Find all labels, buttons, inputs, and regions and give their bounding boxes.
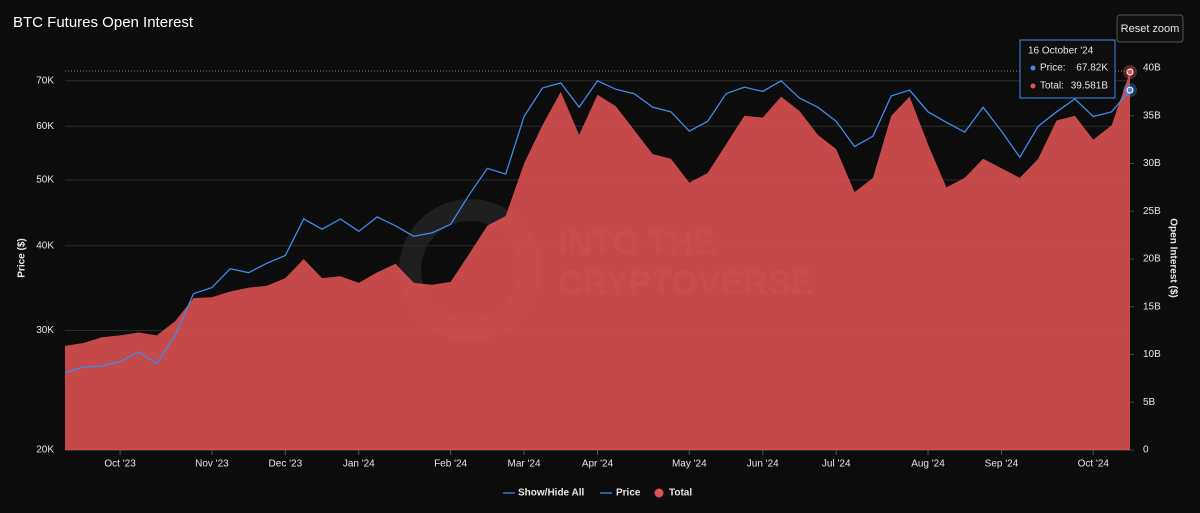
y2-tick-label: 20B xyxy=(1143,254,1161,265)
y-tick-label: 70K xyxy=(36,75,54,86)
y2-tick-label: 35B xyxy=(1143,110,1161,121)
y2-tick-label: 40B xyxy=(1143,63,1161,74)
tooltip-value: 67.82K xyxy=(1076,63,1108,74)
tooltip-dot xyxy=(1030,65,1036,71)
y-tick-label: 20K xyxy=(36,445,54,456)
hover-marker xyxy=(1126,86,1134,94)
legend-item[interactable]: Total xyxy=(669,488,692,499)
x-tick-label: Sep '24 xyxy=(985,459,1019,470)
tooltip-value: 39.581B xyxy=(1071,81,1109,92)
y2-tick-label: 15B xyxy=(1143,301,1161,312)
x-tick-label: Jul '24 xyxy=(822,459,851,470)
y2-axis-title: Open Interest ($) xyxy=(1167,218,1178,297)
y-tick-label: 40K xyxy=(36,240,54,251)
legend-symbol xyxy=(654,488,664,498)
legend-item[interactable]: Price xyxy=(616,488,641,499)
reset-button-box[interactable] xyxy=(1116,14,1184,43)
x-tick-label: Jun '24 xyxy=(747,459,779,470)
reset-button-label[interactable]: Reset zoom xyxy=(1121,23,1180,35)
chart-title: BTC Futures Open Interest xyxy=(13,14,194,31)
x-tick-label: Nov '23 xyxy=(195,459,229,470)
y2-tick-label: 30B xyxy=(1143,158,1161,169)
x-tick-label: Aug '24 xyxy=(911,459,945,470)
tooltip-label: Total: xyxy=(1040,81,1064,92)
area xyxy=(65,72,1130,450)
y2-tick-label: 25B xyxy=(1143,206,1161,217)
x-tick-label: Mar '24 xyxy=(508,459,541,470)
x-tick-label: Feb '24 xyxy=(434,459,467,470)
y-tick-label: 30K xyxy=(36,325,54,336)
tooltip-label: Price: xyxy=(1040,63,1066,74)
y-axis-title: Price ($) xyxy=(17,238,28,277)
tooltip-box xyxy=(1019,39,1116,99)
line xyxy=(64,79,1131,374)
x-tick-label: Dec '23 xyxy=(269,459,303,470)
hover-marker xyxy=(1126,68,1134,76)
x-tick-label: May '24 xyxy=(672,459,707,470)
x-tick-label: Jan '24 xyxy=(343,459,375,470)
y2-tick-label: 10B xyxy=(1143,349,1161,360)
x-tick-label: Oct '23 xyxy=(104,459,136,470)
legend[interactable]: Show/Hide All Price Total xyxy=(503,488,692,499)
tooltip-dot xyxy=(1030,83,1036,89)
y-tick-label: 60K xyxy=(36,121,54,132)
y2-tick-label: 5B xyxy=(1143,397,1156,408)
tooltip-title: 16 October '24 xyxy=(1028,46,1094,57)
x-tick-label: Apr '24 xyxy=(582,459,614,470)
y-tick-label: 50K xyxy=(36,175,54,186)
x-tick-label: Oct '24 xyxy=(1078,459,1110,470)
legend-toggle[interactable]: Show/Hide All xyxy=(518,488,585,499)
y2-tick-label: 0 xyxy=(1143,445,1149,456)
reset-button[interactable]: Reset zoom xyxy=(1116,14,1184,43)
